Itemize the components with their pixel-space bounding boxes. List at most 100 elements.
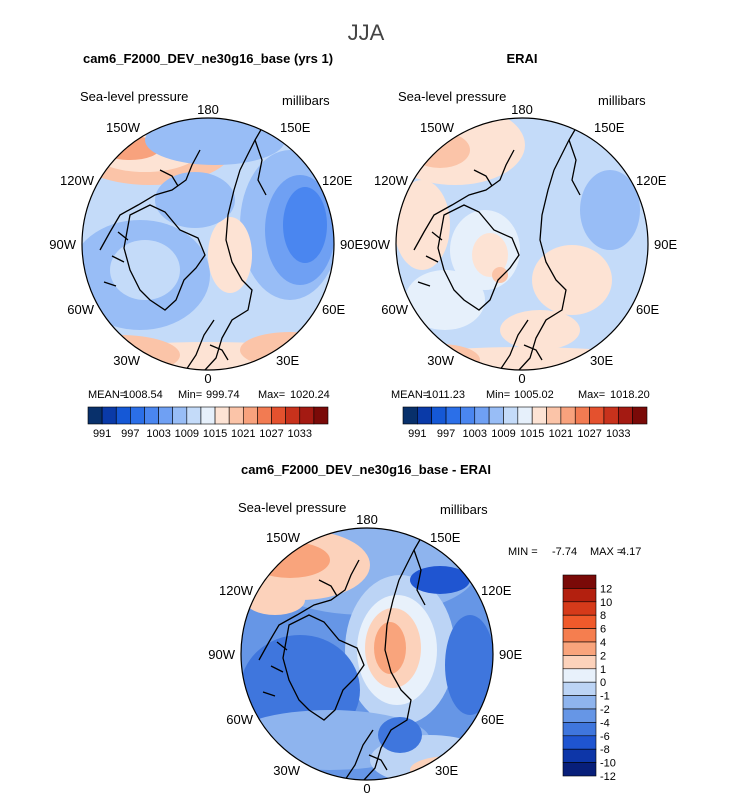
lon-label: 120E [636,173,667,188]
colorbar-tick-label: -1 [600,691,610,703]
max-label: Max= [578,389,605,401]
mean-value: 1011.23 [426,389,465,401]
lon-label: 30E [435,763,458,778]
panel-title: cam6_F2000_DEV_ne30g16_base (yrs 1) [83,51,333,66]
lon-label: 60W [226,712,253,727]
colorbar-swatch [562,681,597,696]
map-boundary [240,527,494,781]
units-label: millibars [598,93,646,108]
colorbar-swatch [445,406,461,425]
colorbar-swatch [158,406,174,425]
lon-label: 0 [518,371,525,386]
colorbar-tick-label: 1009 [175,428,199,440]
lon-labels: 180 150E 120E 90E 60E 30E 0 30W 60W 90W … [363,102,677,386]
panel-title: ERAI [506,51,537,66]
colorbar-swatch [562,668,597,683]
colorbar-swatch [488,406,504,425]
colorbar-swatch [560,406,576,425]
colorbar-tick-label: 1021 [231,428,255,440]
colorbar-tick-label: 12 [600,583,612,595]
colorbar-swatch [130,406,145,425]
lon-label: 0 [363,781,370,796]
lon-label: 30W [427,353,454,368]
colorbar-tick-label: 1027 [577,428,601,440]
lon-label: 90W [363,237,390,252]
colorbar-tick-label: 991 [408,428,426,440]
max-label: MAX = [590,546,623,558]
lon-label: 180 [511,102,533,117]
lon-label: 90E [654,237,677,252]
colorbar: 991 997 1003 1009 1015 1021 1027 1033 [87,406,329,440]
lon-label: 30W [113,353,140,368]
stats-line: MEAN= 1011.23 Min= 1005.02 Max= 1018.20 [391,389,650,401]
colorbar-swatch [115,406,131,425]
variable-label: Sea-level pressure [238,500,346,515]
colorbar: 991 997 1003 1009 1015 1021 1027 1033 [402,406,648,440]
variable-label: Sea-level pressure [80,89,188,104]
colorbar-swatch [562,574,597,589]
colorbar-tick-label: 1003 [146,428,170,440]
colorbar-swatch [546,406,562,425]
colorbar-tick-label: 2 [600,650,606,662]
lon-label: 150W [420,120,455,135]
colorbar-swatch [257,406,272,425]
min-label: MIN = [508,546,538,558]
colorbar-swatch [460,406,476,425]
colorbar-swatch [242,406,258,425]
colorbar-tick-label: 10 [600,597,612,609]
panel-erai: ERAI Sea-level pressure millibars [363,51,677,440]
colorbar-tick-label: 997 [437,428,455,440]
lon-label: 60W [67,302,94,317]
colorbar-swatch [87,406,103,425]
colorbar-swatch [562,708,597,723]
colorbar-swatch [431,406,447,425]
map-boundary [81,117,335,371]
colorbar-tick-label: 1003 [463,428,487,440]
lon-label: 150W [106,120,141,135]
colorbar-tick-label: 4 [600,637,606,649]
colorbar-tick-label: 1 [600,664,606,676]
lon-label: 120W [374,173,409,188]
mean-value: 1008.54 [123,389,163,401]
lon-label: 150E [594,120,625,135]
lon-labels: 180 150E 120E 90E 60E 30E 0 30W 60W 90W … [208,512,522,796]
colorbar-swatch [574,406,590,425]
colorbar-swatch [172,406,188,425]
lon-label: 60E [636,302,659,317]
colorbar-tick-label: 1021 [549,428,573,440]
colorbar-swatch [562,735,597,750]
colorbar-tick-label: -4 [600,717,610,729]
lon-label: 150E [280,120,311,135]
colorbar-tick-label: 8 [600,610,606,622]
colorbar-swatch [562,762,597,777]
map-boundary [395,117,649,371]
colorbar-tick-label: 0 [600,677,606,689]
min-value: 1005.02 [514,389,554,401]
lon-label: 120E [481,583,512,598]
min-label: Min= [486,389,510,401]
colorbar-swatch [271,406,286,425]
lon-label: 90W [208,647,235,662]
colorbar-tick-label: 1033 [606,428,630,440]
colorbar-swatch [562,695,597,710]
variable-label: Sea-level pressure [398,89,506,104]
lon-label: 90W [49,237,76,252]
colorbar-swatch [214,406,230,425]
colorbar-swatch [186,406,202,425]
units-label: millibars [440,502,488,517]
lon-label: 180 [356,512,378,527]
panel-difference: cam6_F2000_DEV_ne30g16_base - ERAI Sea-l… [208,462,641,796]
colorbar-tick-label: 1015 [520,428,544,440]
colorbar-tick-label: 1027 [259,428,283,440]
colorbar-swatch [517,406,533,425]
map-field [82,118,334,370]
colorbar-swatch [474,406,490,425]
lon-label: 60W [381,302,408,317]
colorbar-swatch [589,406,605,425]
colorbar-swatch [313,406,329,425]
colorbar-swatch [503,406,519,425]
colorbar-swatch [299,406,315,425]
colorbar-swatch [617,406,633,425]
max-value: 1020.24 [290,389,330,401]
